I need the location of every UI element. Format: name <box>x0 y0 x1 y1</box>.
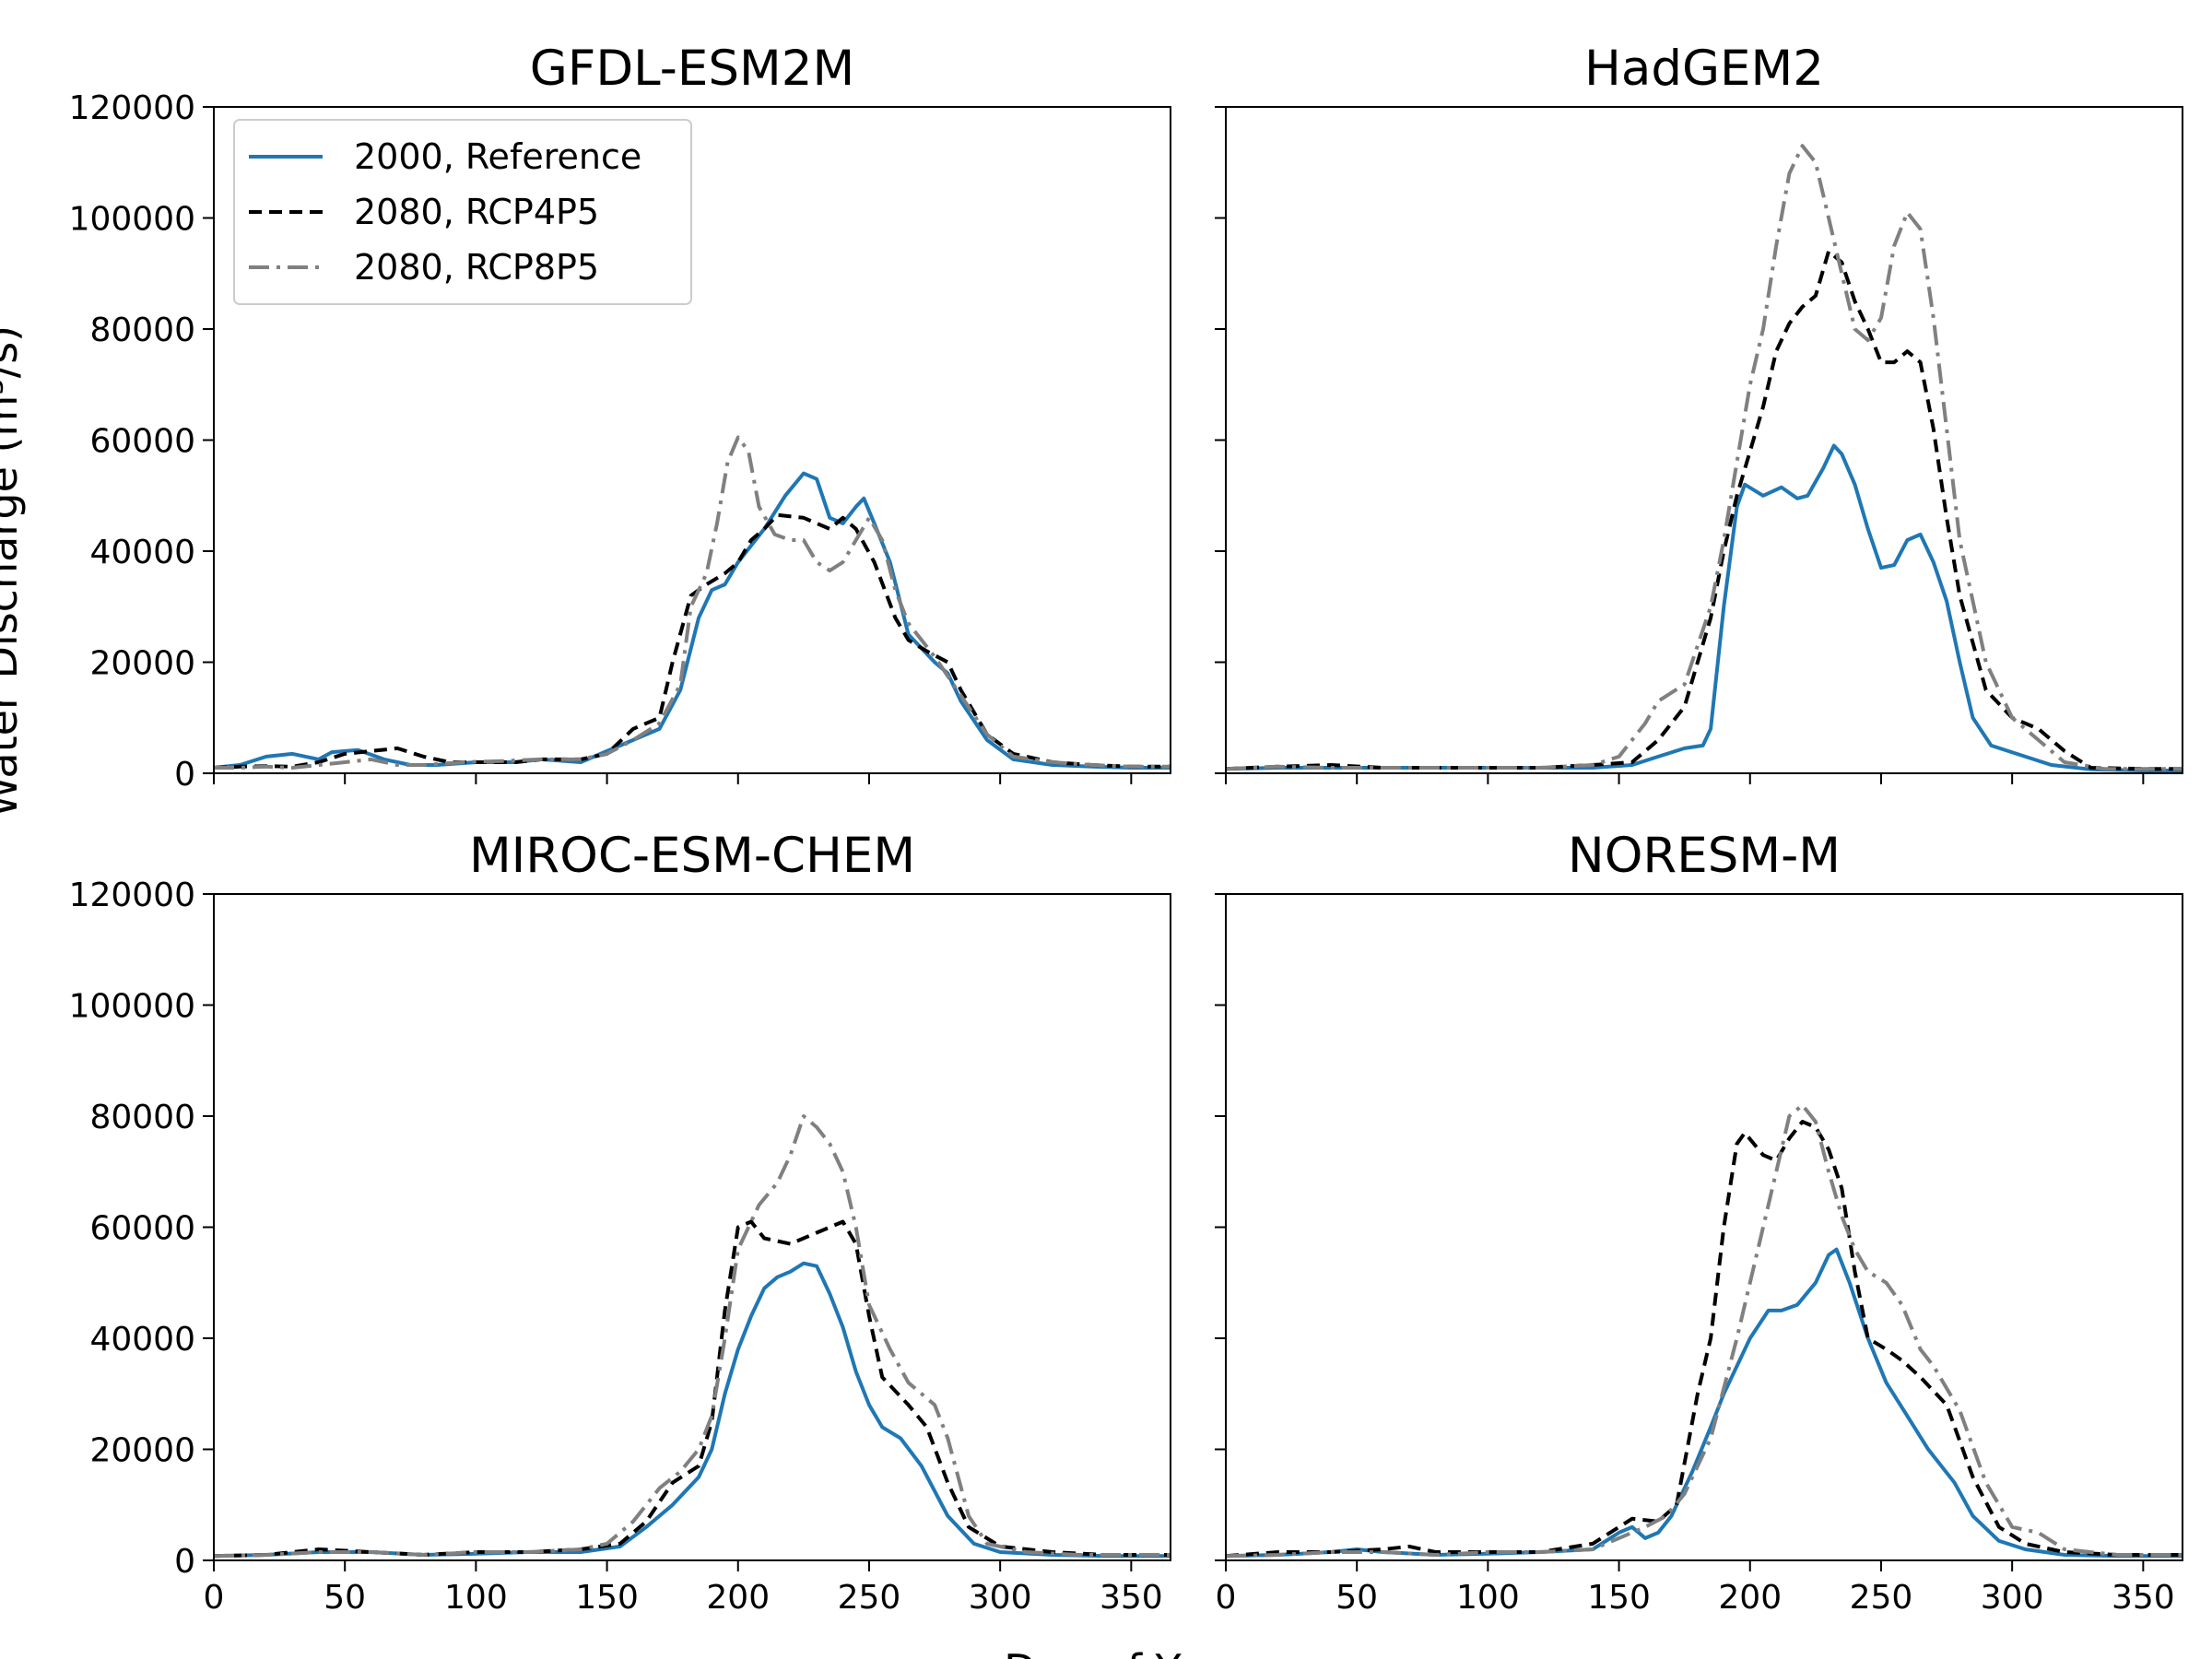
x-tick-label: 250 <box>1850 1579 1913 1617</box>
series-line <box>214 1114 1171 1559</box>
series-line <box>1226 1120 2183 1559</box>
x-tick-label: 350 <box>2112 1579 2175 1617</box>
x-tick-label: 0 <box>1216 1579 1237 1617</box>
panel-title: HadGEM2 <box>1584 41 1824 97</box>
y-tick-label: 40000 <box>89 534 195 571</box>
plot-frame <box>213 106 1171 774</box>
panel-title: NORESM-M <box>1568 828 1841 884</box>
x-tick-label: 150 <box>1587 1579 1651 1617</box>
x-tick-label: 50 <box>324 1579 366 1617</box>
plot-frame <box>1225 893 2183 1561</box>
x-tick-label: 100 <box>444 1579 508 1617</box>
series-line <box>214 1219 1171 1559</box>
chart-panel-4: NORESM-M 0 50 100 150 200 250 300 350 <box>1215 828 2183 1617</box>
x-tick-label: 200 <box>1718 1579 1782 1617</box>
y-axis-label: Water Discharge (m³/s) <box>0 325 27 818</box>
chart-panel-3: MIROC-ESM-CHEM 0 20000 40000 60000 80000 10000… <box>69 828 1171 1617</box>
x-tick-label: 300 <box>1981 1579 2044 1617</box>
legend-label: 2000, Reference <box>354 136 641 177</box>
x-tick-label: 0 <box>204 1579 225 1617</box>
x-axis-label: Day of Year <box>1004 1645 1245 1659</box>
x-tick-label: 200 <box>706 1579 770 1617</box>
x-tick-label: 150 <box>575 1579 639 1617</box>
chart-panel-2: HadGEM2 <box>1215 41 2183 784</box>
x-tick-label: 350 <box>1100 1579 1163 1617</box>
y-tick-label: 100000 <box>69 988 195 1026</box>
plot-frame <box>213 893 1171 1561</box>
series-line <box>214 471 1171 770</box>
x-tick-label: 250 <box>838 1579 901 1617</box>
chart-panel-1: GFDL-ESM2M 0 20000 40000 60000 80000 100000 120… <box>69 41 1171 794</box>
y-tick-label: 60000 <box>89 423 195 461</box>
series-line <box>1226 249 2183 771</box>
series-line <box>214 512 1171 770</box>
panel-title: GFDL-ESM2M <box>530 41 854 97</box>
panel-title: MIROC-ESM-CHEM <box>469 828 915 884</box>
y-tick-label: 0 <box>174 756 195 794</box>
series-line <box>1226 443 2183 772</box>
legend-label: 2080, RCP8P5 <box>354 247 599 288</box>
legend-box <box>233 119 692 305</box>
y-tick-label: 20000 <box>89 645 195 683</box>
x-tick-label: 50 <box>1335 1579 1378 1617</box>
x-tick-label: 300 <box>969 1579 1032 1617</box>
y-tick-label: 40000 <box>89 1321 195 1359</box>
series-line <box>214 435 1171 770</box>
legend: 2000, Reference 2080, RCP4P5 2080, RCP8P5 <box>233 119 692 305</box>
y-tick-label: 20000 <box>89 1432 195 1470</box>
legend-label: 2080, RCP4P5 <box>354 192 599 232</box>
y-tick-label: 80000 <box>89 312 195 349</box>
series-line <box>214 1261 1171 1559</box>
y-tick-label: 100000 <box>69 201 195 239</box>
y-tick-label: 120000 <box>69 877 195 914</box>
chart-panels: GFDL-ESM2M020000400006000080000100000120… <box>69 41 2183 1617</box>
y-tick-label: 0 <box>174 1543 195 1581</box>
series-line <box>1226 1103 2183 1559</box>
x-tick-label: 100 <box>1456 1579 1520 1617</box>
plot-frame <box>1225 106 2183 774</box>
y-tick-label: 120000 <box>69 89 195 127</box>
y-tick-label: 80000 <box>89 1099 195 1136</box>
series-line <box>1226 144 2183 771</box>
series-line <box>1226 1247 2183 1559</box>
y-tick-label: 60000 <box>89 1210 195 1248</box>
